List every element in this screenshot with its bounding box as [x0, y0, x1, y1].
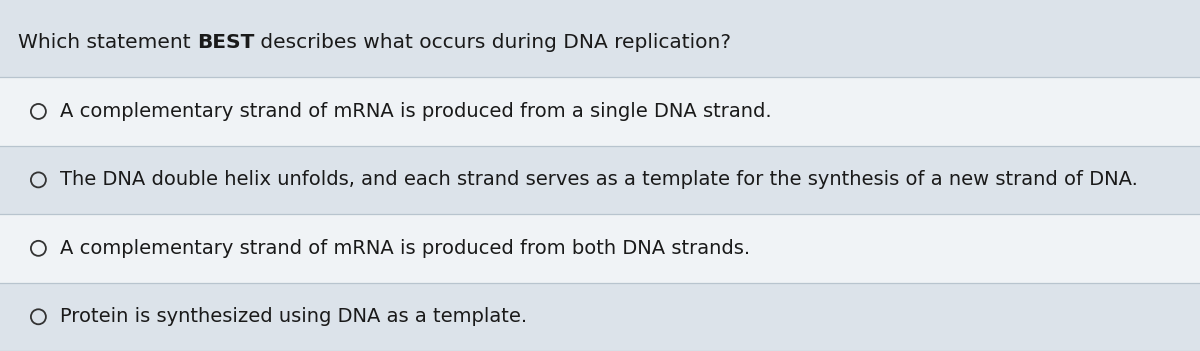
Bar	[0, 77, 1200, 146]
Bar	[0, 146, 1200, 214]
Text: BEST: BEST	[197, 33, 254, 52]
Text: Which statement: Which statement	[18, 33, 197, 52]
Bar	[0, 283, 1200, 351]
Text: A complementary strand of mRNA is produced from both DNA strands.: A complementary strand of mRNA is produc…	[60, 239, 750, 258]
Text: describes what occurs during DNA replication?: describes what occurs during DNA replica…	[254, 33, 731, 52]
Bar	[0, 0, 1200, 77]
Bar	[0, 214, 1200, 283]
Text: A complementary strand of mRNA is produced from a single DNA strand.: A complementary strand of mRNA is produc…	[60, 102, 772, 121]
Text: The DNA double helix unfolds, and each strand serves as a template for the synth: The DNA double helix unfolds, and each s…	[60, 170, 1138, 190]
Text: Protein is synthesized using DNA as a template.: Protein is synthesized using DNA as a te…	[60, 307, 528, 326]
